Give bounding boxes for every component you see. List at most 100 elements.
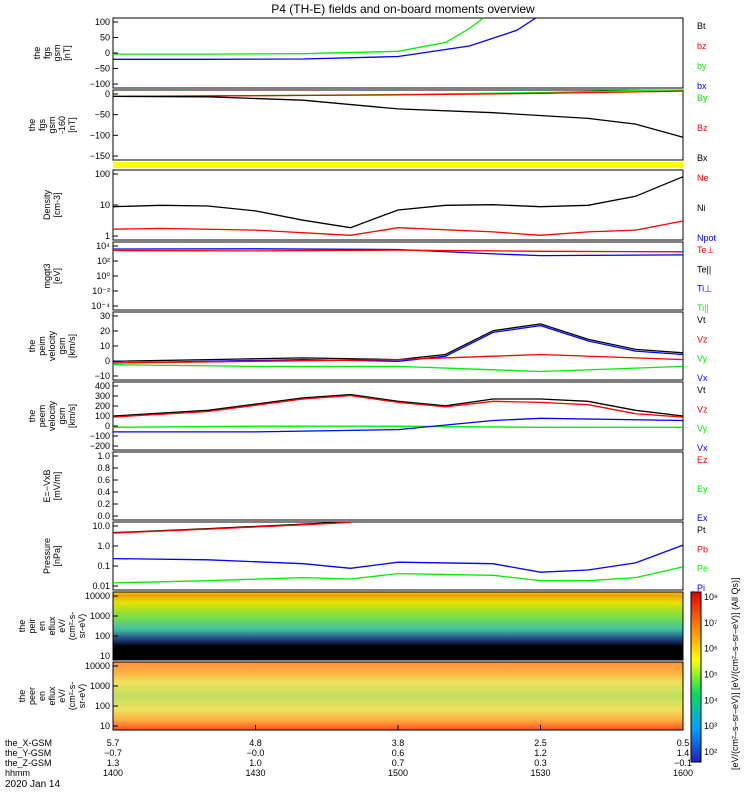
series-velocity_peim-Vz [112, 353, 684, 364]
ytick-label: 0 [105, 356, 110, 366]
legend-fgs_dsl: By [697, 93, 708, 103]
ytick-label: 20 [100, 326, 110, 336]
colorbar-gradient [690, 591, 702, 763]
ytick-label: −100 [90, 130, 110, 140]
panel-temperature: 10⁴ 10² 10⁰ 10⁻² 10⁻⁴ mgqt3[eV] Te⊥ Te|| Ti⊥ Ti|| [42, 241, 715, 313]
x-row-value: −0.0 [247, 748, 265, 758]
ylabel-peer_eflux: thepeerenefluxeV/(cm²-s-sr-eV) [17, 682, 87, 711]
legend-fgs: by [697, 61, 707, 71]
ytick-label: 100 [95, 17, 110, 27]
ytick-label: −50 [95, 64, 110, 74]
ytick-label: 300 [95, 391, 110, 401]
panel-fgs_dsl: 0 −50 −100 −150 thefgsgsm-160[nT] By Bz Bx [27, 89, 708, 163]
flag-bar [113, 162, 683, 168]
ytick-label: 1000 [90, 681, 110, 691]
x-row-value: 1530 [530, 768, 550, 778]
legend-pressure: Pe [697, 564, 708, 574]
panel-peir_eflux: 10000 1000 100 10 thepeirenefluxeV/(cm²-s-sr… [17, 591, 684, 661]
legend-density: Ni [697, 203, 706, 213]
panel-fgs: 100 50 0 −50 −100 thefgsgsm[nT] Bt bz by bx [32, 17, 707, 91]
ytick-label: 10² [97, 256, 110, 266]
ylabel-velocity_peem: thepeemvelocitygsm[km/s] [27, 400, 77, 431]
ylabel-velocity_peim: thepeimvelocitygsm[km/s] [27, 330, 77, 361]
colorbar-ticks: 10⁸ 10⁷ 10⁶ 10⁵ 10⁴ 10³ 10² [704, 592, 718, 757]
x-row-value: 2.5 [534, 738, 547, 748]
ytick-label: 10 [100, 200, 110, 210]
x-row-value: 1430 [245, 768, 265, 778]
ytick-label: −10 [95, 371, 110, 381]
frame-efield [112, 451, 684, 521]
legend-density: Ne [697, 173, 709, 183]
legend-fgs: bz [697, 41, 707, 51]
series-fgs-by [113, 17, 484, 55]
ytick-label: 10 [100, 651, 110, 661]
series-pressure-Pb [112, 521, 351, 534]
x-row-value: 1.0 [249, 758, 262, 768]
panels: 100500−50−100thefgsgsm[nT]Btbzbybx0−50−1… [17, 17, 717, 731]
legend-pressure: Pb [697, 544, 708, 554]
ylabel-density: Density[cm-3] [42, 189, 62, 220]
x-row-label: hhmm [5, 768, 30, 778]
x-axis-labels: the_X-GSM 5.7 4.8 3.8 2.5 0.5 the_Y-GSM −0.7 −0.… [5, 725, 693, 778]
series-temperature-Ti [112, 248, 684, 257]
series-fgs_dsl-Bz [112, 90, 684, 98]
ylabel-fgs: thefgsgsm[nT] [32, 44, 72, 61]
x-row-value: 4.8 [249, 738, 262, 748]
legend-density: Npot [697, 233, 717, 243]
ytick-label: 0.6 [97, 475, 110, 485]
legend-velocity_peem: Vt [697, 385, 706, 395]
panel-efield: 1.0 0.8 0.6 0.4 0.2 0.0 E=−VxB[mV/m] Ez Ey Ex [42, 451, 708, 523]
colorbar-tick: 10⁸ [704, 592, 718, 602]
ytick-label: 100 [95, 411, 110, 421]
spectrogram-peer_eflux [113, 662, 683, 730]
x-row-value: −0.7 [104, 748, 122, 758]
series-velocity_peem-Vy [112, 425, 683, 428]
ytick-label: 100 [95, 631, 110, 641]
ytick-label: 0.1 [97, 561, 110, 571]
x-row-value: 0.5 [677, 738, 690, 748]
ytick-label: 10000 [85, 661, 110, 671]
ytick-label: 10.0 [92, 521, 110, 531]
x-row-value: 5.7 [107, 738, 120, 748]
ytick-label: 0 [105, 89, 110, 99]
panel-pressure: 10.0 1.0 0.1 0.01 Pressure[nPa] Pt Pb Pe Pi [42, 521, 708, 593]
legend-temperature: Ti⊥ [697, 284, 712, 294]
x-row-value: 3.8 [392, 738, 405, 748]
colorbar-label: [eV/(cm²–s–sr–eV)] [eV/(cm²–s–sr–eV)] (A… [730, 577, 740, 770]
ytick-label: 200 [95, 401, 110, 411]
series-velocity_peem-Vx [113, 417, 684, 433]
x-row-label: the_X-GSM [5, 738, 52, 748]
legend-temperature: Ti|| [697, 303, 709, 313]
x-row-value: 0.6 [392, 748, 405, 758]
legend-fgs: Bt [697, 21, 706, 31]
x-row-value: −0.1 [674, 758, 692, 768]
ytick-label: 1 [105, 231, 110, 241]
x-row-value: 1400 [103, 768, 123, 778]
panel-density: 100 10 1 Density[cm-3] Ne Ni Npot [42, 169, 717, 243]
x-row-label: the_Y-GSM [5, 748, 51, 758]
series-fgs_dsl-Bx [112, 95, 684, 138]
ytick-label: 30 [100, 311, 110, 321]
colorbar-tick: 10⁴ [704, 695, 718, 705]
ytick-label: 10⁰ [96, 271, 110, 281]
ytick-label: −100 [90, 431, 110, 441]
series-velocity_peem-Vt [112, 393, 684, 417]
plot-title: P4 (TH-E) fields and on-board moments ov… [271, 2, 535, 16]
ytick-label: 0.8 [97, 463, 110, 473]
x-row-value: 0.3 [534, 758, 547, 768]
frame-pressure [112, 521, 684, 591]
ytick-label: −150 [90, 151, 110, 161]
x-axis-date: 2020 Jan 14 [5, 779, 60, 790]
ytick-label: 1.0 [97, 541, 110, 551]
ytick-label: 10 [100, 721, 110, 731]
ytick-label: 100 [95, 701, 110, 711]
frame-velocity_peem [112, 381, 684, 451]
ytick-label: 10⁴ [96, 241, 110, 251]
legend-velocity_peem: Vx [697, 443, 708, 453]
ylabel-peir_eflux: thepeirenefluxeV/(cm²-s-sr-eV) [17, 612, 87, 641]
legend-fgs: bx [697, 81, 707, 91]
legend-efield: Ey [697, 484, 708, 494]
spectrogram-peir_eflux [113, 592, 683, 660]
ytick-label: 0 [105, 48, 110, 58]
